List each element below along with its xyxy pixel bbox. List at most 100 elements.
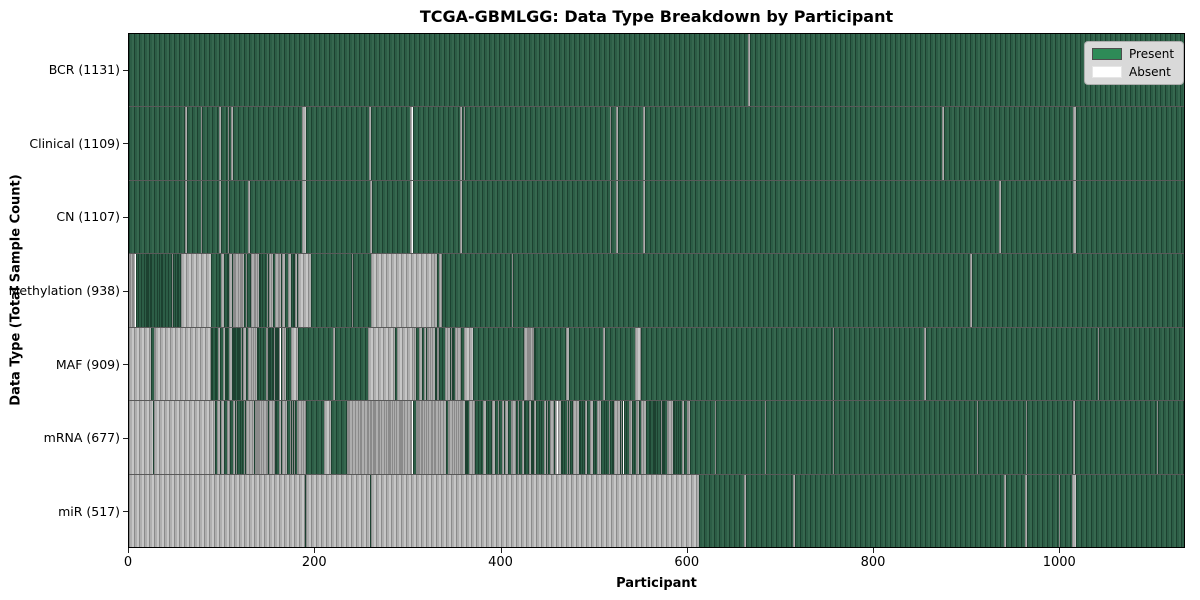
present-cell <box>280 327 283 401</box>
present-cell <box>151 254 155 327</box>
absent-segment <box>1025 474 1027 547</box>
absent-segment <box>634 327 642 401</box>
present-segment <box>765 401 833 474</box>
absent-cell <box>430 327 432 401</box>
absent-cell <box>129 254 132 327</box>
present-cell <box>257 327 259 401</box>
y-tick-mark <box>123 290 128 292</box>
absent-cell <box>240 327 243 401</box>
absent-cell <box>599 401 602 474</box>
absent-cell <box>393 401 396 474</box>
absent-cell <box>412 401 414 474</box>
absent-cell <box>514 401 516 474</box>
absent-cell <box>576 401 579 474</box>
y-tick-mark <box>123 69 128 71</box>
absent-cell <box>501 401 504 474</box>
present-cell <box>170 254 172 327</box>
present-cell <box>150 254 152 327</box>
data-type-row-CN <box>129 180 1184 255</box>
absent-segment <box>603 327 605 401</box>
present-cell <box>536 401 539 474</box>
present-cell <box>530 401 533 474</box>
present-cell <box>219 254 221 327</box>
present-segment <box>221 107 228 180</box>
absent-cell <box>221 401 224 474</box>
absent-segment <box>748 34 750 107</box>
present-cell <box>266 401 268 474</box>
absent-cell <box>250 327 253 401</box>
absent-segment <box>155 327 211 401</box>
absent-cell <box>428 401 432 474</box>
absent-cell <box>419 401 421 474</box>
absent-segment <box>324 401 331 474</box>
present-segment <box>690 401 715 474</box>
absent-segment <box>1073 107 1077 180</box>
absent-segment <box>463 327 473 401</box>
absent-cell <box>660 401 662 474</box>
present-segment <box>1005 474 1026 547</box>
present-swatch-icon <box>1092 48 1122 60</box>
present-cell <box>286 327 288 401</box>
absent-cell <box>367 401 370 474</box>
absent-cell <box>289 401 291 474</box>
present-cell <box>234 401 236 474</box>
present-cell <box>210 327 212 401</box>
absent-cell <box>446 327 450 401</box>
absent-segment <box>970 254 973 327</box>
present-segment <box>412 180 460 254</box>
absent-cell <box>349 401 353 474</box>
absent-cell <box>233 401 235 474</box>
absent-cell <box>527 327 529 401</box>
data-type-row-Clinical <box>129 107 1184 181</box>
absent-segment <box>369 180 372 254</box>
present-cell <box>239 401 243 474</box>
present-segment <box>611 180 617 254</box>
present-cell <box>223 254 227 327</box>
absent-cell <box>375 401 379 474</box>
absent-cell <box>233 254 235 327</box>
absent-cell <box>282 327 285 401</box>
absent-cell <box>451 401 455 474</box>
absent-cell <box>402 401 405 474</box>
present-cell <box>659 401 661 474</box>
present-segment <box>304 474 306 547</box>
absent-segment <box>792 474 795 547</box>
present-cell <box>220 327 223 401</box>
present-segment <box>229 107 232 180</box>
present-cell <box>232 327 234 401</box>
absent-cell <box>259 401 261 474</box>
absent-cell <box>687 401 691 474</box>
present-cell <box>172 254 175 327</box>
absent-cell <box>262 401 266 474</box>
absent-segment <box>227 107 230 180</box>
present-cell <box>276 327 278 401</box>
absent-segment <box>923 327 926 401</box>
present-cell <box>143 254 146 327</box>
absent-cell <box>423 327 426 401</box>
y-tick-mark <box>123 364 128 366</box>
present-cell <box>228 254 230 327</box>
present-cell <box>174 254 176 327</box>
present-segment <box>221 180 228 254</box>
absent-segment <box>1157 401 1158 474</box>
present-cell <box>442 254 446 327</box>
x-tick-label: 600 <box>674 555 700 570</box>
absent-cell <box>524 327 527 401</box>
data-type-row-MAF <box>129 327 1184 402</box>
present-cell <box>145 254 147 327</box>
present-cell <box>253 401 256 474</box>
present-segment <box>445 254 512 327</box>
absent-cell <box>459 401 461 474</box>
absent-segment <box>1073 180 1077 254</box>
present-cell <box>561 401 563 474</box>
present-cell <box>259 254 261 327</box>
absent-segment <box>459 180 462 254</box>
y-tick-label-mRNA: mRNA (677) <box>43 430 120 446</box>
present-cell <box>621 401 623 474</box>
absent-cell <box>417 401 419 474</box>
absent-cell <box>420 401 422 474</box>
absent-segment <box>459 107 462 180</box>
absent-cell <box>218 327 221 401</box>
absent-cell <box>154 327 156 401</box>
present-cell <box>567 401 569 474</box>
